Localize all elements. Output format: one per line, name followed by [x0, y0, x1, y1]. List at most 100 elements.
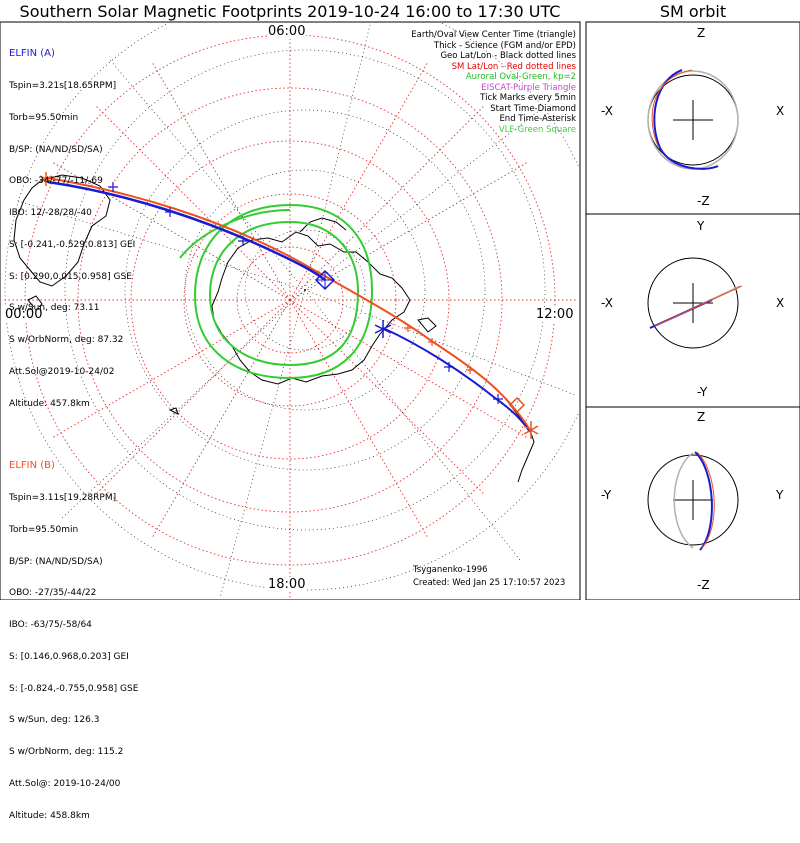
sm2-label-right: X — [776, 296, 785, 310]
tick-mark — [404, 324, 412, 332]
elfin-b-line: Torb=95.50min — [9, 524, 79, 535]
elfin-a-line: S w/Sun, deg: 73.11 — [9, 303, 100, 314]
sm3-label-left: -Y — [601, 488, 612, 502]
sm2-label-top: Y — [697, 219, 705, 233]
clock-top-label: 06:00 — [267, 24, 307, 39]
tick-mark — [238, 236, 248, 246]
clock-left-label: 00:00 — [4, 307, 44, 322]
tick-mark — [165, 207, 175, 217]
elfin-b-line: S: [0.146,0.968,0.203] GEI — [9, 651, 129, 662]
figure-canvas — [0, 21, 800, 601]
elfin-a-info: ELFIN (A) Tspin=3.21s[18.65RPM] Torb=95.… — [9, 28, 135, 431]
geo-latlon-grid — [4, 23, 579, 599]
elfin-a-line: Tspin=3.21s[18.65RPM] — [9, 80, 117, 91]
elfin-b-line: S w/Sun, deg: 126.3 — [9, 715, 100, 726]
tick-mark — [428, 338, 436, 346]
sm-orbit-yz — [647, 451, 739, 551]
legend-item: Thick - Science (FGM and/or EPD) — [433, 40, 576, 51]
tick-mark — [493, 394, 503, 404]
elfin-a-start — [314, 269, 336, 291]
earth-circle — [647, 257, 739, 349]
elfin-b-line: B/SP: (NA/ND/SD/SA) — [9, 556, 103, 567]
elfin-a-line: S: [0.290,0.015,0.958] GSE — [9, 271, 132, 282]
auroral-oval-inner-2 — [208, 220, 360, 367]
sm1-label-bottom: -Z — [697, 194, 710, 208]
elfin-a-line: Altitude: 457.8km — [9, 398, 90, 409]
orbit-b — [696, 451, 715, 549]
orbit-a — [694, 451, 713, 551]
start-diamond-cross — [316, 271, 334, 289]
tick-mark — [108, 182, 118, 192]
elfin-a-header: ELFIN (A) — [9, 48, 55, 60]
sm-latlon-grid — [2, 25, 578, 599]
island-coast — [417, 317, 437, 333]
end-asterisks — [39, 172, 539, 439]
elfin-b-ticks — [404, 324, 474, 374]
legend-item: End Time-Asterisk — [499, 114, 576, 124]
legend-item: Geo Lat/Lon - Black dotted lines — [440, 51, 576, 61]
legend-item: Auroral Oval-Green, kp=2 — [465, 72, 576, 82]
created-label: Created: Wed Jan 25 17:10:57 2023 — [413, 578, 566, 588]
end-asterisk-a — [374, 320, 392, 338]
elfin-b-track — [47, 177, 531, 431]
start-diamond — [508, 396, 526, 414]
legend-item: SM Lat/Lon - Red dotted lines — [451, 61, 576, 72]
elfin-b-line: OBO: -27/35/-44/22 — [9, 588, 97, 599]
elfin-a-track-line — [47, 180, 326, 281]
sm1-label-left: -X — [601, 104, 613, 118]
elfin-a-track-line-2 — [382, 327, 531, 433]
island-coast — [27, 295, 43, 311]
footprint-figure: Southern Solar Magnetic Footprints 2019-… — [0, 2, 800, 821]
elfin-a-line: OBO: -34/-77/-11/-69 — [9, 176, 103, 187]
end-asterisk-b — [523, 421, 539, 439]
sm1-label-right: X — [776, 104, 785, 118]
elfin-b-line: Altitude: 458.8km — [9, 810, 90, 821]
south-america-coast — [504, 397, 535, 483]
legend: Earth/Oval View Center Time (triangle) T… — [411, 30, 576, 135]
sm2-label-bottom: -Y — [697, 385, 708, 399]
elfin-a-ticks — [108, 182, 503, 404]
elfin-a-line: Att.Sol@2019-10-24/02 — [9, 367, 115, 377]
island-coast — [168, 407, 179, 415]
sm3-label-bottom: -Z — [697, 578, 710, 592]
elfin-b-track-line — [47, 177, 531, 431]
elfin-b-line: S: [-0.824,-0.755,0.958] GSE — [9, 683, 139, 694]
legend-item: Start Time-Diamond — [490, 103, 576, 114]
elfin-a-line: S: [-0.241,-0.529,0.813] GEI — [9, 239, 136, 250]
orbit-b — [654, 285, 743, 327]
track-start-asterisk — [39, 172, 53, 186]
tick-mark — [466, 366, 474, 374]
legend-item: VLF-Green Square — [498, 124, 576, 135]
orbit-b — [651, 69, 693, 147]
sm-orbit-xy — [647, 257, 743, 349]
elfin-a-line: B/SP: (NA/ND/SD/SA) — [9, 144, 103, 155]
elfin-a-track — [47, 180, 531, 433]
clock-right-label: 12:00 — [535, 307, 575, 322]
australia-coast — [13, 174, 111, 287]
elfin-a-line: S w/OrbNorm, deg: 87.32 — [9, 335, 124, 346]
figure-title: Southern Solar Magnetic Footprints 2019-… — [19, 2, 561, 21]
sm3-label-top: Z — [697, 410, 706, 424]
peninsula-coast — [299, 217, 347, 233]
auroral-oval — [179, 203, 374, 380]
elfin-b-line: Tspin=3.11s[19.28RPM] — [9, 492, 117, 503]
sm3-label-right: Y — [776, 488, 784, 502]
elfin-b-line: Att.Sol@: 2019-10-24/00 — [9, 779, 121, 789]
clock-bottom-label: 18:00 — [267, 577, 307, 592]
earth-circle — [647, 454, 739, 546]
sm1-label-top: Z — [697, 26, 706, 40]
legend-item: EISCAT-Purple Triangle — [481, 82, 576, 93]
elfin-b-line: S w/OrbNorm, deg: 115.2 — [9, 747, 124, 758]
elfin-b-start — [508, 396, 526, 414]
orbit-ref — [673, 452, 694, 549]
sm-orbit-xz — [647, 69, 739, 170]
elfin-b-info: ELFIN (B) Tspin=3.11s[19.28RPM] Torb=95.… — [9, 440, 138, 843]
legend-item: Tick Marks every 5min — [480, 93, 576, 103]
auroral-oval-inner — [193, 203, 374, 380]
sm2-label-left: -X — [601, 296, 613, 310]
map-area — [2, 23, 579, 599]
auroral-oval-arc — [179, 209, 291, 259]
legend-item: Earth/Oval View Center Time (triangle) — [411, 30, 576, 40]
tick-mark — [444, 362, 454, 372]
elfin-a-line: Torb=95.50min — [9, 112, 79, 123]
